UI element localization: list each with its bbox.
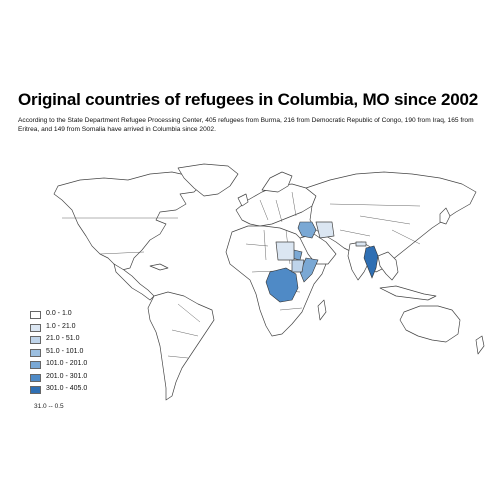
greenland-land bbox=[177, 163, 239, 197]
british-isles-land bbox=[237, 193, 249, 207]
legend-item: 21.0 - 51.0 bbox=[30, 335, 160, 348]
world-map-svg bbox=[53, 163, 485, 401]
legend-item: 51.0 - 101.0 bbox=[30, 348, 160, 361]
legend-item: 201.0 - 301.0 bbox=[30, 373, 160, 386]
legend-swatch bbox=[30, 361, 41, 369]
legend-item: 0.0 - 1.0 bbox=[30, 310, 160, 323]
australia-land bbox=[399, 305, 461, 343]
world-map bbox=[0, 160, 500, 410]
south-america-land bbox=[147, 291, 215, 401]
legend-swatch bbox=[30, 311, 41, 319]
caribbean-land bbox=[149, 263, 169, 271]
southeast-asia-land bbox=[377, 251, 399, 281]
legend-item: 101.0 - 201.0 bbox=[30, 360, 160, 373]
map-description: According to the State Department Refuge… bbox=[18, 117, 474, 133]
country-ethiopia bbox=[291, 259, 305, 273]
legend-item: 1.0 - 21.0 bbox=[30, 323, 160, 336]
legend-label: 301.0 - 405.0 bbox=[46, 385, 88, 392]
country-sudan bbox=[275, 241, 295, 261]
country-burma bbox=[363, 245, 379, 279]
legend-label: 201.0 - 301.0 bbox=[46, 372, 88, 380]
country-iraq bbox=[297, 221, 317, 239]
madagascar-land bbox=[317, 299, 327, 321]
north-america-land bbox=[53, 171, 203, 271]
country-iran bbox=[315, 221, 335, 239]
legend-swatch bbox=[30, 323, 41, 332]
indonesia-land bbox=[379, 285, 437, 301]
japan-land bbox=[439, 207, 451, 225]
country-drc bbox=[265, 267, 299, 303]
legend-swatch bbox=[30, 336, 41, 344]
legend-label: 0.0 - 1.0 bbox=[46, 310, 72, 317]
arabia-land bbox=[299, 233, 337, 265]
legend-swatch bbox=[30, 348, 41, 357]
legend-swatch bbox=[30, 386, 41, 394]
legend-label: 1.0 - 21.0 bbox=[46, 322, 76, 330]
legend-label: 51.0 - 101.0 bbox=[46, 347, 84, 355]
legend-label: 101.0 - 201.0 bbox=[46, 360, 88, 367]
scale-text: 31.0 -- 0.5 bbox=[34, 403, 64, 410]
legend-label: 21.0 - 51.0 bbox=[46, 335, 80, 342]
scandinavia-land bbox=[261, 171, 293, 193]
central-america-land bbox=[113, 263, 155, 301]
legend-swatch bbox=[30, 373, 41, 382]
map-legend: 0.0 - 1.0 1.0 - 21.0 21.0 - 51.0 51.0 - … bbox=[30, 310, 160, 398]
new-zealand-land bbox=[475, 335, 485, 355]
map-title: Original countries of refugees in Columb… bbox=[18, 90, 478, 109]
country-bhutan-nepal bbox=[355, 241, 367, 247]
legend-item: 301.0 - 405.0 bbox=[30, 385, 160, 398]
